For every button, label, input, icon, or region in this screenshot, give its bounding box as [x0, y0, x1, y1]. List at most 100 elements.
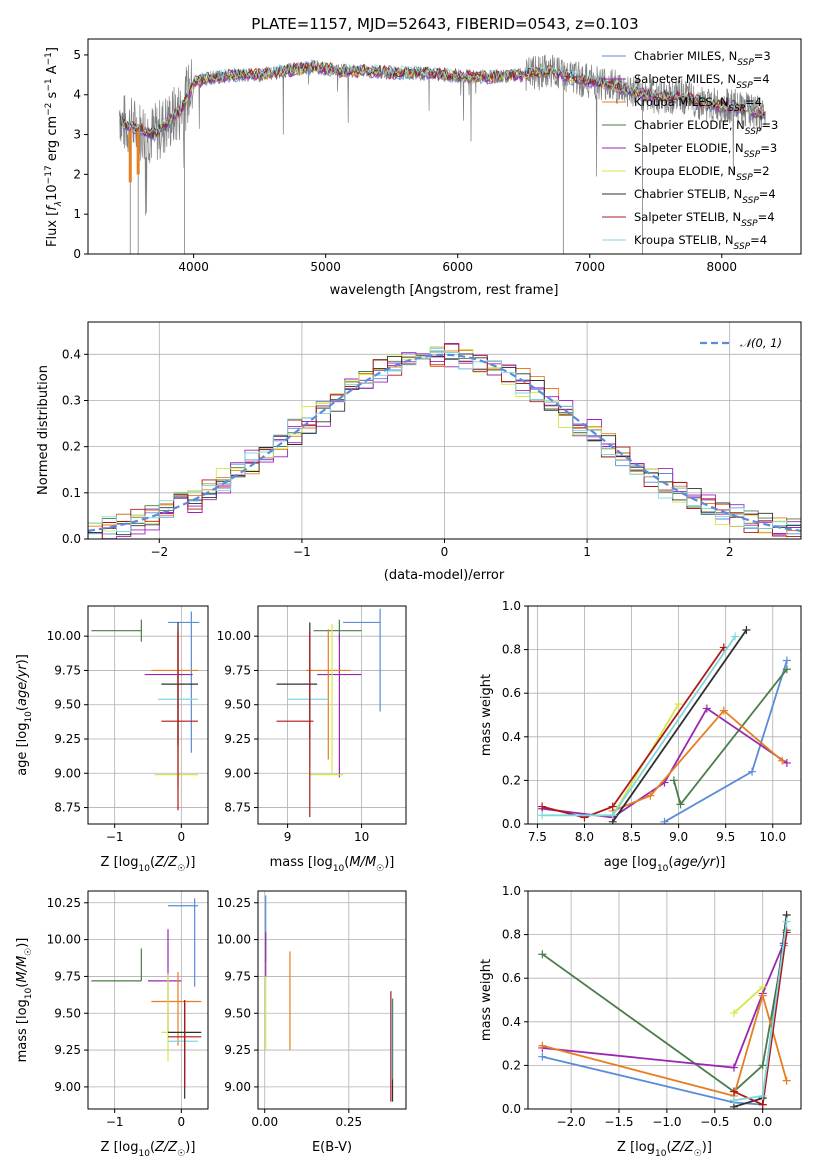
plot-area	[538, 910, 791, 1109]
label-part: −17	[44, 165, 54, 184]
y-tick-label: 10.00	[47, 629, 81, 643]
label-part: Z [log	[101, 855, 139, 870]
data-marker	[674, 700, 683, 709]
y-tick-label: 8.75	[54, 801, 81, 815]
y-axis-label: Normed distribution	[36, 365, 51, 495]
y-tick-label: 0.2	[502, 1058, 521, 1072]
plot-area	[119, 54, 766, 254]
data-marker	[748, 767, 757, 776]
label-part: Flux [	[45, 211, 60, 247]
weight-line-kroupa_elodie	[733, 986, 764, 1014]
data-marker	[729, 1096, 738, 1105]
label-part: =3	[760, 141, 777, 155]
y-tick-label: 0.0	[502, 817, 521, 831]
label-part: wavelength [Angstrom, rest frame]	[330, 283, 559, 298]
weight-line-kroupa_stelib	[542, 635, 736, 817]
x-tick-label: 0	[178, 1115, 186, 1129]
label-part: ☉	[177, 1149, 185, 1159]
label-part: 10	[138, 1149, 150, 1159]
label-part: =4	[759, 187, 776, 201]
data-marker	[729, 1063, 738, 1072]
y-tick-label: 0.3	[62, 393, 81, 407]
label-part: =3	[761, 118, 778, 132]
label-part: Kroupa ELODIE, N	[634, 164, 736, 178]
x-tick-label: 9	[284, 830, 292, 844]
label-part: −1	[44, 52, 54, 65]
y-tick-label: 10.00	[217, 933, 251, 947]
weight-line-chabrier_stelib	[611, 629, 748, 823]
figure-title: PLATE=1157, MJD=52643, FIBERID=0543, z=0…	[251, 15, 638, 33]
label-part: ☉	[177, 864, 185, 874]
data-marker	[538, 1041, 547, 1050]
label-part: Salpeter ELODIE, N	[634, 141, 744, 155]
y-tick-label: 4	[73, 88, 81, 102]
weight-line-kroupa_miles	[542, 992, 788, 1097]
y-tick-label: 0.2	[62, 440, 81, 454]
label-part: =4	[745, 95, 762, 109]
label-part: )]	[15, 938, 30, 948]
label-part: Chabrier ELODIE, N	[634, 118, 745, 132]
y-tick-label: 0.6	[502, 971, 521, 985]
legend-label: Chabrier STELIB, NSSP=4	[634, 187, 776, 206]
label-part: 10	[333, 864, 345, 874]
weight-line-chabrier_elodie	[541, 930, 788, 1093]
y-tick-label: 9.50	[224, 1006, 251, 1020]
label-part: 10	[655, 1149, 667, 1159]
label-part: 10	[45, 184, 60, 201]
label-part: Salpeter MILES, N	[634, 72, 736, 86]
data-marker	[608, 811, 617, 820]
y-tick-label: 0.1	[62, 486, 81, 500]
label-part: Z/Z	[154, 855, 178, 870]
data-marker	[719, 706, 728, 715]
x-tick-label: −2	[150, 545, 168, 559]
y-tick-label: 0.8	[502, 928, 521, 942]
y-tick-label: 10.00	[217, 629, 251, 643]
data-marker	[729, 1087, 738, 1096]
y-tick-label: 9.00	[54, 1080, 81, 1094]
label-part: (	[150, 855, 155, 870]
label-part: SSP	[745, 127, 762, 137]
data-marker	[660, 817, 669, 824]
y-axis-label: mass weight	[479, 959, 494, 1041]
x-tick-label: 6000	[442, 260, 473, 274]
y-tick-label: 9.25	[224, 732, 251, 746]
label-part: age [log	[15, 723, 30, 776]
legend-label: Chabrier ELODIE, NSSP=3	[634, 118, 778, 137]
label-part: (	[668, 855, 673, 870]
data-marker	[782, 758, 791, 767]
x-tick-label: 8000	[707, 260, 738, 274]
x-tick-label: 7000	[574, 260, 605, 274]
label-part: 𝒩(0, 1)	[740, 336, 782, 350]
x-tick-label: 10	[354, 830, 369, 844]
legend-label: Kroupa ELODIE, NSSP=2	[634, 164, 770, 183]
y-tick-label: 9.75	[224, 663, 251, 677]
label-part: Z [log	[617, 1140, 655, 1155]
plot-area	[91, 611, 200, 811]
x-tick-label: −1	[293, 545, 311, 559]
axes-frame	[527, 605, 802, 825]
data-marker	[538, 950, 547, 959]
label-part: (	[150, 1140, 155, 1155]
data-marker	[758, 982, 767, 991]
data-marker	[719, 643, 728, 652]
label-part: (	[666, 1140, 671, 1155]
data-marker	[538, 1052, 547, 1061]
model-spectrum-chabrier_elodie	[119, 64, 766, 141]
label-part: ☉	[24, 948, 34, 956]
x-tick-label: −0.5	[700, 1115, 729, 1129]
y-tick-label: 1.0	[502, 884, 521, 898]
label-part: erg cm	[45, 116, 60, 165]
weight-line-salpeter_miles	[541, 707, 788, 819]
weight-line-chabrier_stelib	[733, 914, 788, 1108]
y-tick-label: 1.0	[502, 599, 521, 613]
data-marker	[778, 756, 787, 765]
weight_vs_age-panel: 7.5 8.0 8.5 9.0 9.5 10.0 0.0 0.2 0.4 0.6 0.8 1.0 age…	[479, 599, 802, 874]
data-marker	[538, 802, 547, 811]
y-tick-label: 10.25	[47, 896, 81, 910]
y-tick-label: 9.25	[54, 732, 81, 746]
data-marker	[782, 917, 791, 926]
y-tick-label: 10.00	[47, 933, 81, 947]
label-part: )]	[185, 1140, 195, 1155]
